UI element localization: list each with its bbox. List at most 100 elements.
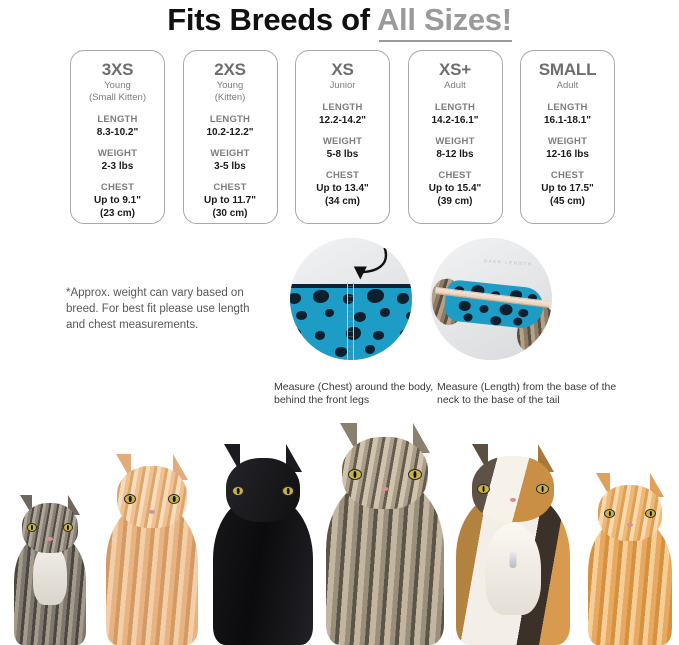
size-box-weight-group: WEIGHT 12-16 lbs [546, 136, 589, 161]
size-box-weight-group: WEIGHT 3-5 lbs [210, 148, 249, 173]
weight-value: 5-8 lbs [326, 149, 359, 160]
cat-eye-right [63, 523, 73, 532]
length-value: 12.2-14.2" [319, 115, 366, 126]
weight-value: 12-16 lbs [546, 149, 589, 160]
chest-measure-photo [290, 238, 412, 360]
cat-chest [485, 523, 541, 615]
chest-value-cm: (34 cm) [324, 196, 360, 207]
size-box-size-label: SMALL [538, 60, 597, 79]
size-box-small[interactable]: SMALL Adult LENGTH 16.1-18.1" WEIGHT 12-… [520, 50, 615, 224]
cat-eye-right [408, 469, 422, 480]
chest-label: CHEST [213, 182, 247, 193]
cat-eye-left [124, 494, 136, 504]
size-box-age: Young [104, 80, 131, 91]
chest-value: Up to 11.7" [204, 195, 256, 206]
length-value: 10.2-12.2" [206, 127, 254, 138]
cat-nose [47, 537, 53, 541]
size-box-weight-group: WEIGHT 5-8 lbs [323, 136, 362, 161]
page-title-main: Fits Breeds of [167, 2, 377, 37]
chest-value-cm: (23 cm) [99, 208, 135, 219]
cat-breeds-strip [0, 420, 679, 645]
leopard-spots [290, 287, 412, 360]
size-box-length-group: LENGTH 16.1-18.1" [544, 102, 591, 127]
title-underline [378, 40, 512, 42]
chest-value-cm: (30 cm) [212, 208, 248, 219]
size-box-age: Adult [444, 80, 466, 91]
cat-eye-left [604, 509, 615, 518]
chest-value: Up to 17.5" [541, 183, 594, 194]
size-box-age: Junior [329, 80, 356, 91]
size-box-age: Young [216, 80, 244, 91]
cat-chest [33, 543, 67, 605]
cat-gray-tabby-kitten [8, 487, 92, 645]
cat-body [106, 505, 198, 645]
size-box-chest-group: CHEST Up to 17.5" (45 cm) [541, 170, 594, 208]
chest-label: CHEST [550, 170, 585, 181]
chest-measure-caption: Measure (Chest) around the body, behind … [274, 381, 434, 406]
size-box-chest-group: CHEST Up to 13.4" (34 cm) [316, 170, 369, 208]
size-box-row: 3XS Young (Small Kitten) LENGTH 8.3-10.2… [70, 50, 615, 224]
length-label: LENGTH [322, 102, 363, 113]
length-measure-photo: BACK LENGTH [430, 238, 552, 360]
cat-black [208, 442, 318, 645]
size-box-sub: (Kitten) [214, 92, 246, 103]
size-box-weight-group: WEIGHT 8-12 lbs [435, 136, 474, 161]
size-box-chest-group: CHEST Up to 15.4" (39 cm) [429, 170, 482, 208]
length-measure-caption: Measure (Length) from the base of the ne… [437, 381, 617, 406]
size-box-size-label: 3XS [101, 60, 134, 79]
cat-eye-right [645, 509, 656, 518]
weight-label: WEIGHT [547, 136, 588, 147]
cat-eye-left [232, 486, 244, 496]
cat-eye-left [477, 484, 490, 494]
weight-label: WEIGHT [322, 136, 363, 147]
cat-orange-cream-tabby [100, 450, 204, 645]
size-box-2xs[interactable]: 2XS Young (Kitten) LENGTH 10.2-12.2" WEI… [182, 50, 278, 224]
cat-nose [627, 523, 633, 527]
size-box-chest-group: CHEST Up to 11.7" (30 cm) [204, 182, 256, 220]
size-box-length-group: LENGTH 8.3-10.2" [97, 114, 138, 139]
cat-nose [510, 498, 516, 502]
size-box-size-label: XS+ [438, 60, 471, 79]
page-title-accent-text: All Sizes! [376, 2, 512, 37]
size-box-weight-group: WEIGHT 2-3 lbs [98, 148, 137, 173]
weight-label: WEIGHT [435, 136, 475, 147]
cat-eye-right [282, 486, 294, 496]
length-label: LENGTH [209, 114, 251, 125]
size-box-sub: (Small Kitten) [88, 92, 146, 103]
chest-value: Up to 9.1" [94, 195, 141, 206]
cat-eye-right [168, 494, 180, 504]
size-box-size-label: XS [331, 60, 354, 79]
weight-value: 2-3 lbs [101, 161, 134, 172]
cat-calico [452, 440, 574, 645]
cat-ear-left [340, 423, 357, 453]
collar-pendant [509, 552, 517, 568]
length-value: 8.3-10.2" [96, 127, 139, 138]
chest-label: CHEST [325, 170, 360, 181]
size-box-3xs[interactable]: 3XS Young (Small Kitten) LENGTH 8.3-10.2… [70, 50, 165, 224]
length-value: 16.1-18.1" [544, 115, 591, 126]
cat-eye-right [536, 484, 549, 494]
size-box-length-group: LENGTH 14.2-16.1" [432, 102, 479, 127]
weight-disclaimer-note: *Approx. weight can vary based on breed.… [66, 287, 250, 331]
cat-orange-tabby [584, 467, 676, 645]
size-box-xs-plus[interactable]: XS+ Adult LENGTH 14.2-16.1" WEIGHT 8-12 … [407, 50, 503, 224]
chest-value-cm: (39 cm) [437, 196, 473, 207]
size-box-chest-group: CHEST Up to 9.1" (23 cm) [94, 182, 141, 220]
length-label: LENGTH [434, 102, 476, 113]
length-label: LENGTH [547, 102, 588, 113]
size-box-xs[interactable]: XS Junior LENGTH 12.2-14.2" WEIGHT 5-8 l… [295, 50, 390, 224]
measuring-tape-vertical [347, 281, 355, 360]
chest-value-cm: (45 cm) [549, 196, 585, 207]
chest-label: CHEST [438, 170, 472, 181]
cat-eye-left [348, 469, 362, 480]
size-box-length-group: LENGTH 10.2-12.2" [207, 114, 254, 139]
size-box-length-group: LENGTH 12.2-14.2" [319, 102, 366, 127]
length-value: 14.2-16.1" [431, 115, 479, 126]
size-box-size-label: 2XS [214, 60, 246, 79]
down-arrow-icon [354, 247, 388, 280]
page-title-accent: All Sizes! [376, 2, 512, 42]
chest-value: Up to 15.4" [428, 183, 482, 194]
chest-value: Up to 13.4" [316, 183, 369, 194]
weight-value: 8-12 lbs [436, 149, 474, 160]
